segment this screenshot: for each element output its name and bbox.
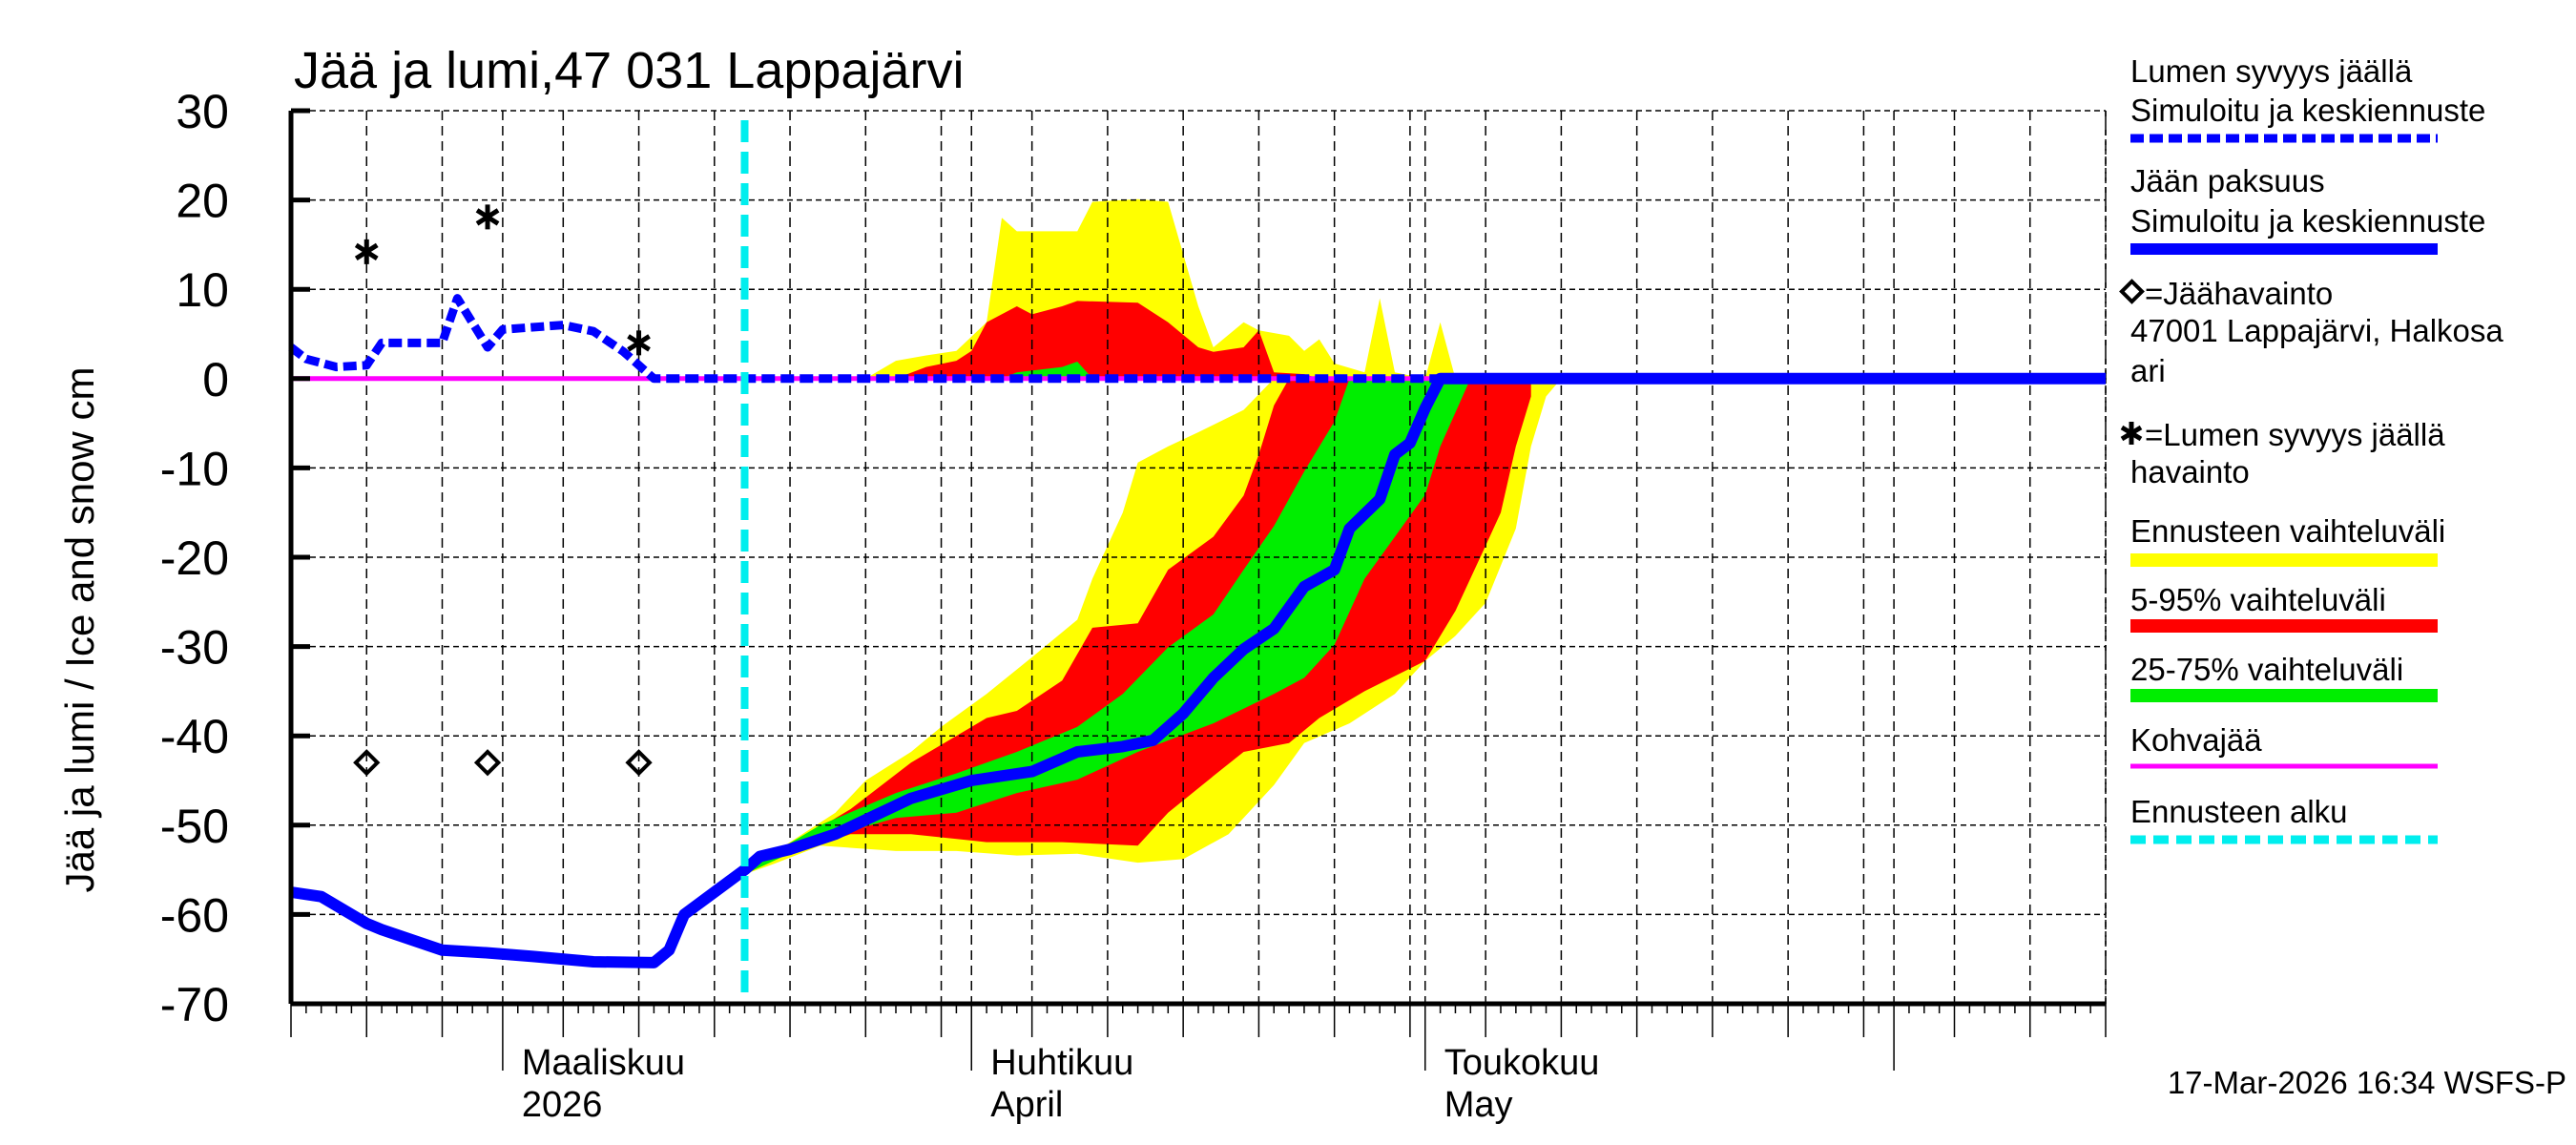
forecast-bands (744, 198, 1562, 875)
legend-range-25-75: 25-75% vaihteluväli (2130, 652, 2403, 687)
legend-snow-obs-1: =Lumen syvyys jäällä (2145, 417, 2445, 452)
ice-observation-marker (625, 749, 653, 777)
legend-ice-obs-2: 47001 Lappajärvi, Halkosa (2130, 313, 2503, 348)
y-tick-label: -10 (160, 442, 229, 495)
legend-range-5-95: 5-95% vaihteluväli (2130, 582, 2386, 617)
legend-slush: Kohvajää (2130, 722, 2262, 758)
y-tick-label: 10 (176, 263, 229, 317)
band-ice-2 (744, 378, 1471, 875)
legend-snow-line-2: Simuloitu ja keskiennuste (2130, 93, 2485, 128)
y-tick-labels: 30 20 10 0 -10 -20 -30 -40 -50 -60 -70 (160, 85, 229, 1031)
y-tick-label: 0 (202, 353, 229, 406)
month-label: Maaliskuu (522, 1043, 685, 1083)
snow-observation-marker (627, 330, 651, 356)
y-tick-label: -60 (160, 888, 229, 942)
legend-ice-line-1: Jään paksuus (2130, 163, 2325, 198)
axes (288, 108, 2107, 1071)
y-tick-label: -50 (160, 800, 229, 853)
ice-observation-marker (353, 749, 381, 777)
legend-ice-obs-3: ari (2130, 353, 2166, 388)
month-label-sub: April (990, 1085, 1063, 1125)
legend-range-all: Ennusteen vaihteluväli (2130, 513, 2445, 549)
snow-observation-marker (354, 239, 379, 264)
month-label: Huhtikuu (990, 1043, 1133, 1083)
legend-snow-line-1: Lumen syvyys jäällä (2130, 53, 2413, 89)
month-label-sub: May (1444, 1085, 1513, 1125)
y-tick-label: 30 (176, 85, 229, 138)
y-tick-label: -30 (160, 621, 229, 675)
legend: Lumen syvyys jäällä Simuloitu ja keskien… (2119, 53, 2503, 844)
legend-forecast-start: Ennusteen alku (2130, 794, 2348, 829)
ice-observation-marker (473, 749, 502, 777)
y-axis-label: Jää ja lumi / Ice and snow cm (57, 367, 102, 893)
asterisk-stroke (627, 334, 651, 352)
y-tick-label: 20 (176, 175, 229, 228)
asterisk-stroke (475, 208, 500, 226)
ice-thickness-line (290, 372, 2106, 968)
legend-snow-obs-2: havainto (2130, 454, 2250, 489)
footer-timestamp: 17-Mar-2026 16:34 WSFS-P (2168, 1065, 2566, 1100)
y-tick-label: -20 (160, 531, 229, 585)
y-tick-label: -70 (160, 978, 229, 1031)
legend-ice-obs-1: =Jäähavainto (2145, 276, 2333, 311)
legend-ice-line-2: Simuloitu ja keskiennuste (2130, 203, 2485, 239)
month-label: Toukokuu (1444, 1043, 1600, 1083)
month-label-sub: 2026 (522, 1085, 603, 1125)
asterisk-stroke (354, 242, 379, 260)
snow-observation-marker (475, 204, 500, 230)
chart-title: Jää ja lumi,47 031 Lappajärvi (294, 42, 964, 99)
asterisk-icon (2120, 422, 2143, 445)
grid-lines (291, 110, 2107, 1004)
y-tick-label: -40 (160, 710, 229, 763)
diamond-icon (2119, 279, 2145, 304)
observations (353, 204, 653, 777)
series-lines (288, 120, 2106, 1004)
